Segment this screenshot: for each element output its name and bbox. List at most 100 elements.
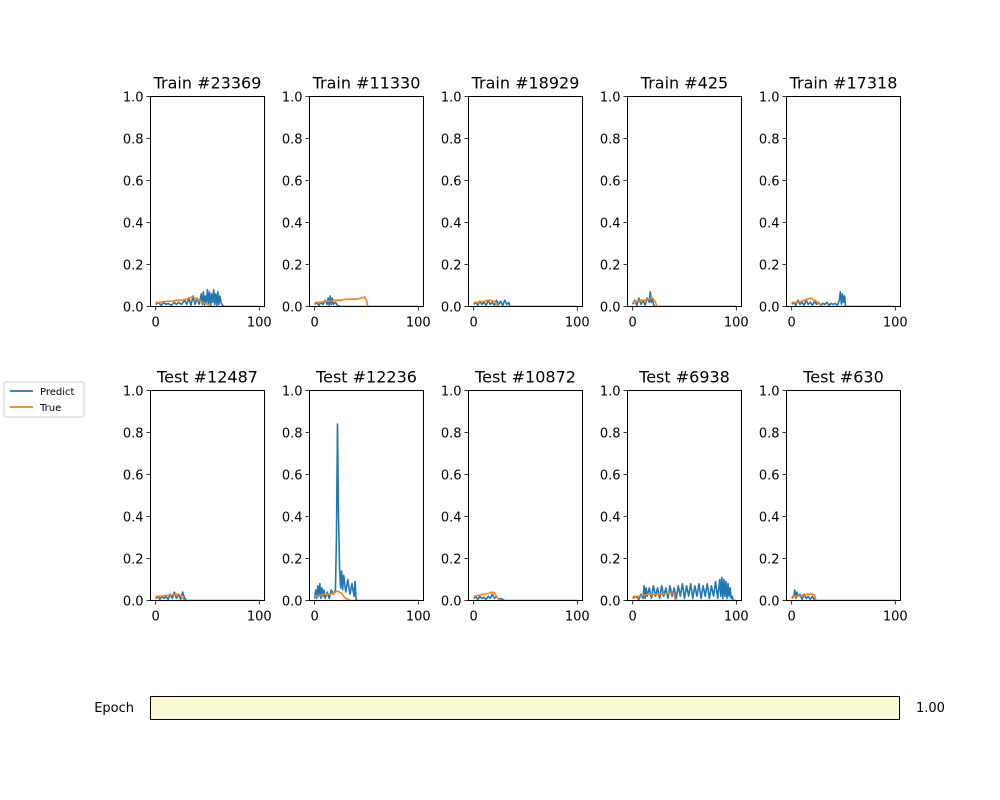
series-group	[631, 290, 737, 307]
y-tick-label: 0.4	[123, 511, 144, 526]
y-tick-label: 0.0	[759, 301, 780, 316]
y-tick-label: 0.2	[441, 259, 462, 274]
y-tick-label: 1.0	[282, 91, 303, 106]
subplot-grid: Train #23369 0.0 0.2 0.4 0.6 0.8 1.0 0 100 Train …	[123, 74, 908, 625]
y-tick-label: 0.2	[282, 553, 303, 568]
y-tick-label: 0.2	[759, 553, 780, 568]
y-tick-label: 0.0	[282, 595, 303, 610]
y-tick-label: 0.2	[123, 259, 144, 274]
legend-label-predict: Predict	[40, 387, 75, 398]
x-tick-label: 0	[152, 610, 160, 625]
y-tick-label: 0.0	[600, 595, 621, 610]
y-tick-label: 0.0	[123, 595, 144, 610]
subplot-title: Test #12236	[315, 368, 417, 387]
x-tick-label: 0	[311, 316, 319, 331]
series-line-predict	[314, 295, 419, 307]
y-tick-label: 0.2	[123, 553, 144, 568]
axes-frame	[627, 96, 742, 307]
y-tick-label: 0.8	[600, 133, 621, 148]
subplot-test-630: Test #630 0.0 0.2 0.4 0.6 0.8 1.0 0 100	[759, 368, 908, 625]
subplot-train-17318: Train #17318 0.0 0.2 0.4 0.6 0.8 1.0 0 100	[759, 74, 908, 331]
y-tick-label: 0.2	[759, 259, 780, 274]
y-tick-label: 0.0	[123, 301, 144, 316]
series-group	[632, 576, 737, 601]
x-tick-label: 100	[247, 316, 272, 331]
y-tick-label: 0.6	[123, 175, 144, 190]
series-line-predict	[473, 593, 578, 601]
x-tick-label: 0	[788, 610, 796, 625]
y-tick-label: 0.6	[759, 469, 780, 484]
subplot-test-6938: Test #6938 0.0 0.2 0.4 0.6 0.8 1.0 0 100	[600, 368, 749, 625]
y-tick-label: 1.0	[123, 385, 144, 400]
series-line-predict	[791, 589, 896, 601]
y-tick-label: 0.8	[282, 133, 303, 148]
y-tick-label: 0.0	[441, 595, 462, 610]
y-tick-label: 0.6	[441, 175, 462, 190]
y-tick-label: 1.0	[600, 91, 621, 106]
y-tick-label: 1.0	[759, 385, 780, 400]
subplot-title: Test #6938	[638, 368, 730, 387]
series-group	[314, 295, 419, 307]
x-tick-label: 100	[883, 610, 908, 625]
y-tick-label: 1.0	[123, 91, 144, 106]
slider-value-text: 1.00	[916, 701, 945, 716]
axes-frame	[309, 390, 424, 601]
y-tick-label: 0.2	[600, 259, 621, 274]
y-tick-label: 0.8	[759, 133, 780, 148]
y-tick-label: 0.6	[282, 175, 303, 190]
series-line-predict	[313, 423, 419, 601]
y-tick-label: 0.8	[441, 133, 462, 148]
axes-frame	[150, 96, 265, 307]
x-tick-label: 100	[565, 316, 590, 331]
series-line-true	[155, 593, 260, 601]
series-line-true	[473, 591, 578, 601]
subplot-title: Test #10872	[474, 368, 576, 387]
axes-frame	[627, 390, 742, 601]
subplot-title: Train #425	[640, 74, 728, 93]
subplot-title: Test #12487	[156, 368, 258, 387]
slider-fill[interactable]	[151, 697, 899, 719]
series-line-true	[791, 297, 896, 307]
subplot-title: Train #17318	[789, 74, 898, 93]
y-tick-label: 0.8	[123, 427, 144, 442]
series-group	[155, 591, 260, 601]
series-line-true	[632, 297, 737, 307]
subplot-train-23369: Train #23369 0.0 0.2 0.4 0.6 0.8 1.0 0 100	[123, 74, 272, 331]
series-line-true	[632, 592, 737, 601]
subplot-title: Train #11330	[312, 74, 421, 93]
axes-frame	[786, 96, 901, 307]
x-tick-label: 100	[406, 610, 431, 625]
subplot-title: Train #23369	[153, 74, 262, 93]
y-tick-label: 0.8	[600, 427, 621, 442]
x-tick-label: 0	[629, 316, 637, 331]
subplot-title: Train #18929	[471, 74, 580, 93]
slider-label: Epoch	[94, 701, 134, 716]
y-tick-label: 1.0	[282, 385, 303, 400]
epoch-slider[interactable]: Epoch 1.00	[94, 696, 945, 720]
series-line-predict	[155, 591, 260, 601]
x-tick-label: 0	[152, 316, 160, 331]
y-tick-label: 0.0	[282, 301, 303, 316]
subplot-test-12236: Test #12236 0.0 0.2 0.4 0.6 0.8 1.0 0 100	[282, 368, 431, 625]
y-tick-label: 0.0	[600, 301, 621, 316]
x-tick-label: 100	[565, 610, 590, 625]
y-tick-label: 0.8	[759, 427, 780, 442]
subplot-test-12487: Test #12487 0.0 0.2 0.4 0.6 0.8 1.0 0 100	[123, 368, 272, 625]
y-tick-label: 0.4	[600, 511, 621, 526]
series-line-predict	[632, 576, 737, 601]
y-tick-label: 0.4	[282, 511, 303, 526]
series-group	[473, 591, 578, 601]
y-tick-label: 0.6	[600, 469, 621, 484]
series-group	[473, 299, 578, 307]
x-tick-label: 100	[724, 316, 749, 331]
axes-frame	[468, 96, 583, 307]
series-line-true	[155, 296, 260, 307]
y-tick-label: 0.6	[441, 469, 462, 484]
x-tick-label: 100	[247, 610, 272, 625]
y-tick-label: 0.0	[759, 595, 780, 610]
series-group	[155, 288, 260, 307]
series-line-predict	[155, 288, 260, 307]
x-tick-label: 100	[406, 316, 431, 331]
